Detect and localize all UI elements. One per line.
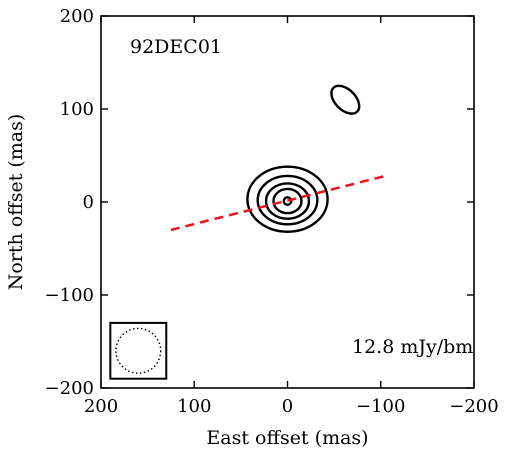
y-axis-label: North offset (mas): [5, 114, 27, 291]
flux-label: 12.8 mJy/bm: [352, 336, 473, 358]
contour-level-2: [256, 174, 319, 226]
jet-axis-line: [170, 174, 386, 232]
contour-level-5: [282, 196, 293, 206]
contour-level-1: [246, 165, 329, 233]
x-tick-label: 100: [177, 396, 211, 417]
y-tick-label: 100: [60, 99, 94, 120]
y-tick-label: −200: [45, 378, 94, 399]
beam-circle: [115, 327, 162, 374]
x-tick-label: −200: [449, 396, 498, 417]
plot-marks: [109, 84, 386, 380]
axis-ticks: 200 100 0 −100 −200 −200 −100 0 100 200: [45, 6, 499, 417]
x-tick-label: −100: [356, 396, 405, 417]
y-tick-label: −100: [45, 285, 94, 306]
x-tick-label: 200: [84, 396, 118, 417]
x-axis-label: East offset (mas): [206, 427, 368, 449]
panel-label: 92DEC01: [130, 36, 222, 58]
plot-frame: [100, 15, 475, 389]
y-tick-label: 0: [83, 192, 94, 213]
contour-level-4: [272, 187, 303, 215]
beam-box: [109, 321, 168, 380]
contour-level-3: [264, 182, 311, 220]
secondary-component-contour: [330, 84, 361, 115]
x-tick-label: 0: [282, 396, 293, 417]
y-tick-label: 200: [60, 6, 94, 27]
